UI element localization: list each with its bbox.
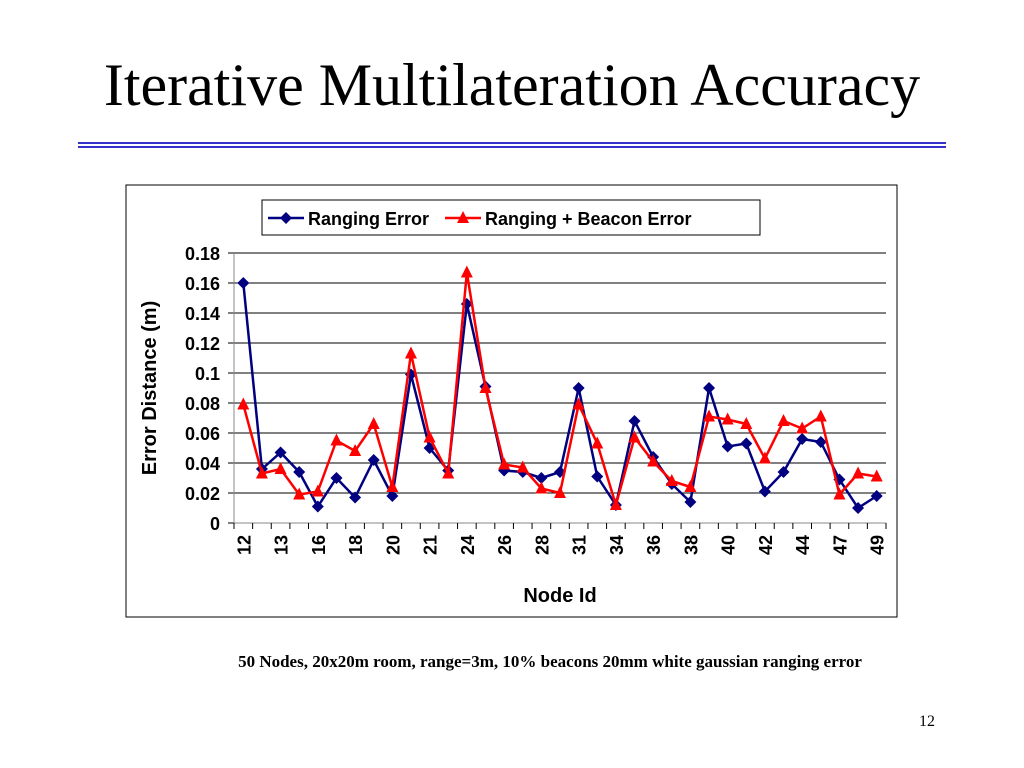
point [516,460,529,473]
point [647,454,660,467]
point [684,480,697,492]
point [628,430,641,443]
y-tick-label: 0.04 [185,454,220,474]
point [237,277,250,289]
legend-label: Ranging Error [308,209,429,229]
point [349,491,362,504]
x-tick-label: 31 [570,535,590,555]
y-tick-label: 0.18 [185,244,220,264]
point [386,480,399,492]
point [758,485,771,498]
y-tick-label: 0.06 [185,424,220,444]
x-tick-label: 44 [793,535,813,555]
point [237,397,250,410]
point [814,409,827,422]
y-tick-label: 0.16 [185,274,220,294]
legend-box [261,199,761,236]
x-tick-label: 13 [272,535,292,555]
x-tick-label: 26 [495,535,515,555]
x-tick-label: 49 [868,535,888,555]
point [721,412,734,425]
x-tick-label: 20 [383,535,403,555]
point [721,440,734,453]
point [386,490,399,502]
point [796,433,809,445]
x-tick-label: 28 [532,535,552,555]
point [311,484,324,497]
y-tick-label: 0.12 [185,334,220,354]
x-tick-label: 16 [309,535,329,555]
point [758,451,771,464]
point [777,414,790,426]
point [833,487,846,500]
point [665,474,678,486]
y-tick-label: 0.14 [185,304,220,324]
caption: 50 Nodes, 20x20m room, range=3m, 10% bea… [238,652,862,671]
legend-label: Ranging + Beacon Error [485,209,692,229]
x-tick-label: 21 [421,535,441,555]
point [367,454,380,466]
x-tick-label: 24 [458,535,478,555]
y-tick-label: 0 [210,514,220,534]
point [311,500,324,513]
point [591,436,604,449]
point [404,346,417,359]
y-tick-label: 0.02 [185,484,220,504]
point [572,397,585,410]
point [457,211,470,223]
point [703,409,716,422]
point [870,469,883,482]
point [498,457,511,470]
point [535,481,548,494]
point [280,212,292,224]
y-tick-label: 0.1 [195,364,220,384]
point [777,466,790,478]
point [330,433,343,446]
y-axis-label: Error Distance (m) [139,301,161,476]
x-tick-label: 38 [681,535,701,555]
point [367,417,380,429]
point [274,462,287,474]
slide-title: Iterative Multilateration Accuracy [104,52,920,118]
point [255,466,268,479]
point [349,444,362,456]
point [852,466,865,479]
point [554,486,566,498]
x-axis-label: Node Id [523,585,596,607]
point [740,417,753,429]
point [460,265,473,278]
point [684,496,697,508]
point [852,502,865,514]
point [330,472,343,484]
point [609,498,622,510]
x-tick-label: 18 [346,535,366,555]
x-tick-label: 40 [719,535,739,555]
point [423,430,436,443]
point [814,436,827,448]
point [628,415,641,427]
x-tick-label: 12 [234,535,254,555]
point [870,490,883,502]
point [591,470,604,483]
point [274,446,287,459]
point [740,437,753,450]
point [479,381,492,393]
rule [78,146,946,148]
point [572,382,585,394]
rule [78,142,946,144]
point [796,421,809,434]
page-number: 12 [919,713,935,730]
y-tick-label: 0.08 [185,394,220,414]
point [293,487,306,500]
x-tick-label: 36 [644,535,664,555]
point [293,466,306,478]
x-tick-label: 34 [607,535,627,555]
x-tick-label: 47 [830,535,850,555]
point [535,472,548,484]
point [442,466,455,479]
point [703,382,716,394]
x-tick-label: 42 [756,535,776,555]
